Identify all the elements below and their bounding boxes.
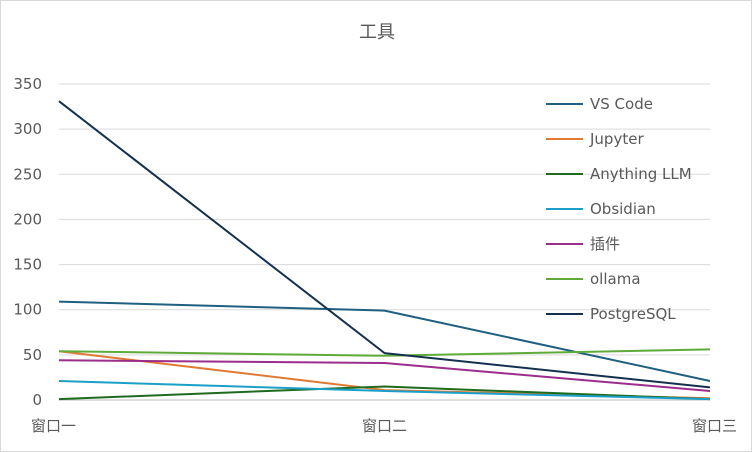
y-tick-label: 200 — [13, 210, 42, 228]
legend-label: 插件 — [590, 235, 620, 253]
series-line — [58, 348, 711, 357]
y-tick-label: 100 — [13, 301, 42, 319]
y-tick-label: 50 — [23, 346, 42, 364]
chart-title: 工具 — [359, 22, 395, 43]
legend: VS Code Jupyter Anything LLM Obsidian 插件 olla… — [546, 95, 692, 323]
y-tick-label: 0 — [32, 391, 42, 409]
x-tick-label: 窗口三 — [692, 417, 737, 435]
series-line — [58, 300, 711, 382]
legend-label: VS Code — [590, 95, 653, 113]
y-axis-ticks: 0 50 100 150 200 250 300 350 — [13, 75, 42, 409]
y-tick-label: 150 — [13, 256, 42, 274]
series-line — [58, 385, 711, 401]
legend-label: PostgreSQL — [590, 305, 676, 323]
legend-label: Obsidian — [590, 200, 656, 218]
series-line — [58, 100, 711, 389]
legend-label: Jupyter — [589, 130, 644, 148]
y-tick-label: 300 — [13, 120, 42, 138]
legend-label: Anything LLM — [590, 165, 692, 183]
y-tick-label: 350 — [13, 75, 42, 93]
series-lines — [58, 100, 711, 401]
series-line — [58, 359, 711, 392]
legend-label: ollama — [590, 270, 641, 288]
y-tick-label: 250 — [13, 165, 42, 183]
x-tick-label: 窗口一 — [31, 417, 76, 435]
x-axis-ticks: 窗口一 窗口二 窗口三 — [31, 417, 737, 435]
x-tick-label: 窗口二 — [362, 417, 407, 435]
series-line — [58, 380, 711, 401]
